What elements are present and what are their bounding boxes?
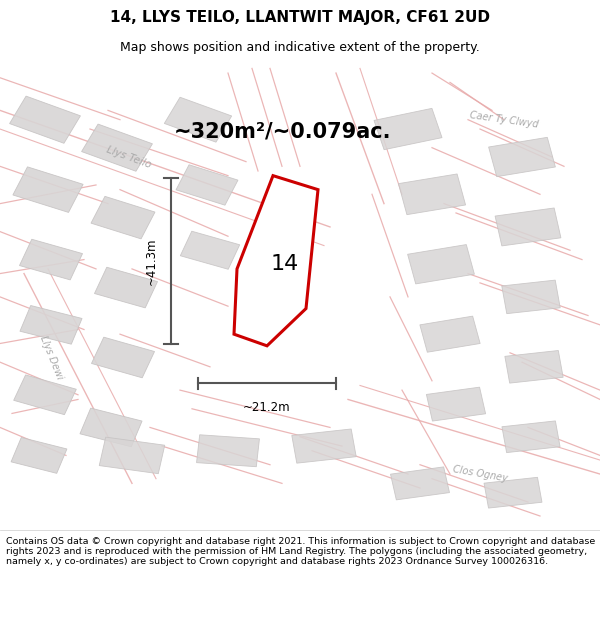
Text: ~320m²/~0.079ac.: ~320m²/~0.079ac. <box>173 121 391 141</box>
Polygon shape <box>82 124 152 171</box>
Polygon shape <box>391 467 449 500</box>
Text: ~21.2m: ~21.2m <box>243 401 291 414</box>
Polygon shape <box>234 176 318 346</box>
Text: 14: 14 <box>271 254 299 274</box>
Polygon shape <box>495 208 561 246</box>
Polygon shape <box>176 165 238 205</box>
Polygon shape <box>94 268 158 308</box>
Polygon shape <box>14 375 76 414</box>
Polygon shape <box>197 435 259 467</box>
Polygon shape <box>11 438 67 473</box>
Polygon shape <box>505 351 563 383</box>
Polygon shape <box>10 96 80 143</box>
Polygon shape <box>164 98 232 142</box>
Polygon shape <box>502 421 560 452</box>
Polygon shape <box>99 437 165 474</box>
Text: Clos Ogney: Clos Ogney <box>452 464 508 484</box>
Text: 14, LLYS TEILO, LLANTWIT MAJOR, CF61 2UD: 14, LLYS TEILO, LLANTWIT MAJOR, CF61 2UD <box>110 11 490 26</box>
Polygon shape <box>20 306 82 344</box>
Polygon shape <box>19 239 83 280</box>
Polygon shape <box>292 429 356 463</box>
Text: Map shows position and indicative extent of the property.: Map shows position and indicative extent… <box>120 41 480 54</box>
Polygon shape <box>91 337 155 377</box>
Text: Caer Ty Clwyd: Caer Ty Clwyd <box>469 110 539 129</box>
Polygon shape <box>502 280 560 314</box>
Polygon shape <box>420 316 480 352</box>
Text: Contains OS data © Crown copyright and database right 2021. This information is : Contains OS data © Crown copyright and d… <box>6 537 595 566</box>
Polygon shape <box>488 138 556 177</box>
Polygon shape <box>374 108 442 150</box>
Polygon shape <box>427 387 485 421</box>
Polygon shape <box>91 196 155 239</box>
Polygon shape <box>80 408 142 447</box>
Polygon shape <box>13 167 83 212</box>
Polygon shape <box>407 244 475 284</box>
Polygon shape <box>398 174 466 214</box>
Polygon shape <box>484 478 542 508</box>
Text: ~41.3m: ~41.3m <box>145 238 158 285</box>
Polygon shape <box>180 231 240 269</box>
Text: Llys Dewi: Llys Dewi <box>38 334 64 381</box>
Text: Llys Teilo: Llys Teilo <box>105 144 153 170</box>
